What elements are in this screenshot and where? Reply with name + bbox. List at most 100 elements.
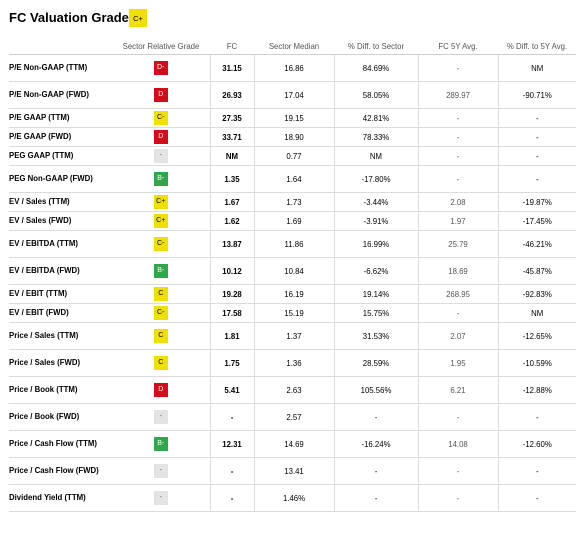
sector-median-cell: 19.15: [253, 108, 334, 128]
fc-value-cell: -: [209, 484, 254, 512]
fc-5y-avg-cell: -: [417, 127, 498, 147]
page-title: FC Valuation Grade: [9, 10, 129, 25]
table-row: Price / Book (TTM) D 5.41 2.63 105.56% 6.21 -1…: [9, 376, 576, 404]
diff-to-5y-avg-cell: -10.59%: [497, 349, 576, 377]
diff-to-5y-avg-cell: -92.83%: [497, 284, 576, 304]
fc-5y-avg-cell: 6.21: [417, 376, 498, 404]
metric-cell: EV / Sales (FWD): [9, 211, 112, 231]
fc-5y-avg-cell: -: [417, 484, 498, 512]
sector-median-cell: 1.64: [253, 165, 334, 193]
fc-5y-avg-cell: -: [417, 108, 498, 128]
diff-to-sector-cell: -: [333, 484, 418, 512]
fc-5y-avg-cell: 14.08: [417, 430, 498, 458]
metric-cell: EV / EBITDA (FWD): [9, 257, 112, 285]
table-row: EV / EBIT (TTM) C 19.28 16.19 19.14% 268.95 -9…: [9, 284, 576, 304]
sector-median-cell: 13.41: [253, 457, 334, 485]
diff-to-sector-cell: 84.69%: [333, 54, 418, 82]
diff-to-5y-avg-cell: -: [497, 484, 576, 512]
sector-median-cell: 1.46%: [253, 484, 334, 512]
grade-badge: D: [153, 88, 168, 102]
sector-median-cell: 1.36: [253, 349, 334, 377]
grade-cell: D-: [112, 54, 210, 82]
table-row: Price / Cash Flow (FWD) - -13.41- - -: [9, 457, 576, 485]
grade-badge: C+: [153, 214, 168, 228]
diff-to-5y-avg-cell: -19.87%: [497, 192, 576, 212]
sector-median-cell: 17.04: [253, 81, 334, 109]
diff-to-5y-avg-cell: -45.87%: [497, 257, 576, 285]
grade-badge: -: [153, 464, 168, 478]
grade-cell: C: [112, 322, 210, 350]
table-row: EV / Sales (FWD) C+ 1.62 1.69 -3.91% 1.97 -17.…: [9, 211, 576, 231]
metric-cell: PEG Non-GAAP (FWD): [9, 165, 112, 193]
header-fc: FC: [210, 38, 254, 55]
sector-median-cell: 2.57: [253, 403, 334, 431]
fc-value-cell: 33.71: [209, 127, 254, 147]
sector-median-cell: 11.86: [253, 230, 334, 258]
grade-badge: C: [153, 329, 168, 343]
metric-cell: Price / Sales (TTM): [9, 322, 112, 350]
fc-5y-avg-cell: 268.95: [417, 284, 498, 304]
metric-cell: P/E Non-GAAP (FWD): [9, 81, 112, 109]
metric-cell: P/E Non-GAAP (TTM): [9, 54, 112, 82]
sector-median-cell: 0.77: [253, 146, 334, 166]
grade-cell: -: [112, 403, 210, 431]
grade-badge: D: [153, 130, 168, 144]
grade-badge: C-: [153, 237, 168, 251]
fc-value-cell: 13.87: [209, 230, 254, 258]
grade-badge: -: [153, 149, 168, 163]
fc-5y-avg-cell: -: [417, 403, 498, 431]
fc-5y-avg-cell: -: [417, 165, 498, 193]
diff-to-5y-avg-cell: -17.45%: [497, 211, 576, 231]
grade-badge: C-: [153, 111, 168, 125]
sector-median-cell: 1.37: [253, 322, 334, 350]
diff-to-sector-cell: 58.05%: [333, 81, 418, 109]
grade-cell: C-: [112, 108, 210, 128]
diff-to-sector-cell: 28.59%: [333, 349, 418, 377]
diff-to-sector-cell: 15.75%: [333, 303, 418, 323]
metric-cell: EV / Sales (TTM): [9, 192, 112, 212]
sector-median-cell: 18.90: [253, 127, 334, 147]
fc-5y-avg-cell: 2.07: [417, 322, 498, 350]
fc-5y-avg-cell: 25.79: [417, 230, 498, 258]
fc-5y-avg-cell: 18.69: [417, 257, 498, 285]
diff-to-5y-avg-cell: -: [497, 457, 576, 485]
grade-cell: D: [112, 376, 210, 404]
diff-to-sector-cell: -3.44%: [333, 192, 418, 212]
diff-to-sector-cell: -: [333, 457, 418, 485]
grade-badge: B-: [153, 437, 168, 451]
diff-to-5y-avg-cell: NM: [497, 303, 576, 323]
table-row: PEG Non-GAAP (FWD) B- 1.35 1.64 -17.80% - -: [9, 165, 576, 193]
grade-cell: -: [112, 457, 210, 485]
metric-cell: Price / Book (TTM): [9, 376, 112, 404]
metric-cell: P/E GAAP (FWD): [9, 127, 112, 147]
sector-median-cell: 15.19: [253, 303, 334, 323]
grade-badge: D: [153, 383, 168, 397]
diff-to-5y-avg-cell: -12.88%: [497, 376, 576, 404]
diff-to-5y-avg-cell: -: [497, 146, 576, 166]
grade-badge: C: [153, 356, 168, 370]
grade-cell: C-: [112, 230, 210, 258]
fc-5y-avg-cell: -: [417, 54, 498, 82]
fc-value-cell: 17.58: [209, 303, 254, 323]
diff-to-5y-avg-cell: -12.65%: [497, 322, 576, 350]
diff-to-sector-cell: 19.14%: [333, 284, 418, 304]
diff-to-sector-cell: 105.56%: [333, 376, 418, 404]
sector-median-cell: 16.86: [253, 54, 334, 82]
fc-5y-avg-cell: 1.95: [417, 349, 498, 377]
diff-to-5y-avg-cell: -: [497, 165, 576, 193]
diff-to-5y-avg-cell: NM: [497, 54, 576, 82]
grade-badge: C+: [153, 195, 168, 209]
grade-cell: B-: [112, 257, 210, 285]
fc-value-cell: 19.28: [209, 284, 254, 304]
grade-badge: C-: [153, 306, 168, 320]
grade-cell: B-: [112, 430, 210, 458]
grade-badge: -: [153, 410, 168, 424]
fc-5y-avg-cell: 2.08: [417, 192, 498, 212]
metric-cell: EV / EBIT (FWD): [9, 303, 112, 323]
metric-cell: Price / Cash Flow (FWD): [9, 457, 112, 485]
diff-to-sector-cell: 42.81%: [333, 108, 418, 128]
header-diff-to-5y-avg: % Diff. to 5Y Avg.: [498, 38, 576, 55]
sector-median-cell: 14.69: [253, 430, 334, 458]
header-sector-median: Sector Median: [254, 38, 334, 55]
sector-median-cell: 1.73: [253, 192, 334, 212]
